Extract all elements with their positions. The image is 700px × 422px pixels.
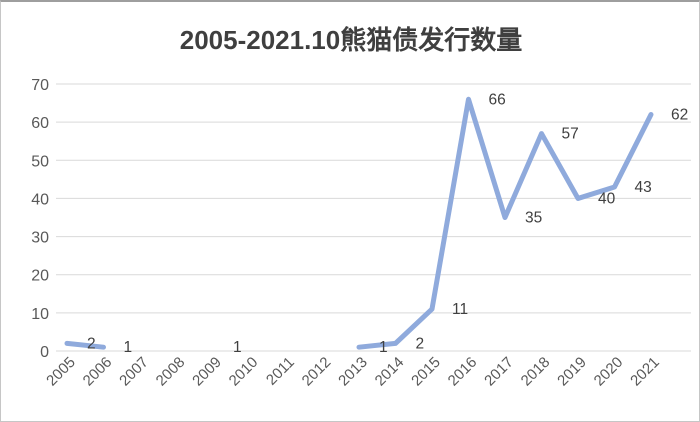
data-label: 62 [671,107,688,124]
y-tick-label: 20 [31,268,49,285]
data-label: 1 [379,339,388,356]
y-tick-label: 30 [31,230,49,247]
data-label: 2 [87,335,96,352]
x-tick-label: 2020 [591,354,627,390]
x-tick-label: 2017 [481,354,517,390]
x-tick-label: 2007 [116,354,152,390]
y-tick-label: 60 [31,115,49,132]
data-label: 40 [598,190,616,207]
x-tick-label: 2011 [263,354,298,389]
y-tick-label: 40 [31,191,49,208]
data-label: 1 [233,339,242,356]
data-label: 57 [562,126,579,143]
data-label: 11 [452,301,468,318]
x-tick-label: 2018 [518,354,554,390]
x-tick-label: 2016 [445,354,481,390]
y-tick-label: 0 [40,344,49,361]
x-tick-label: 2010 [226,354,262,390]
x-tick-label: 2008 [153,354,189,390]
x-tick-label: 2012 [299,354,335,390]
series-line-segment [356,96,654,350]
series-line-segment [64,340,106,350]
x-tick-label: 2015 [408,354,444,390]
x-tick-label: 2021 [627,354,663,390]
data-label: 35 [525,210,542,227]
y-tick-label: 10 [31,306,49,323]
x-tick-label: 2009 [189,354,225,390]
x-tick-label: 2014 [372,354,408,390]
y-tick-label: 70 [31,77,49,94]
data-label: 43 [635,179,652,196]
y-tick-label: 50 [31,153,49,170]
x-tick-label: 2013 [335,354,371,390]
data-label: 2 [416,335,425,352]
x-tick-label: 2006 [80,354,116,390]
chart-title: 2005-2021.10熊猫债发行数量 [179,25,523,55]
data-label: 1 [124,339,133,356]
x-tick-label: 2019 [554,354,590,390]
data-label: 66 [489,91,506,108]
